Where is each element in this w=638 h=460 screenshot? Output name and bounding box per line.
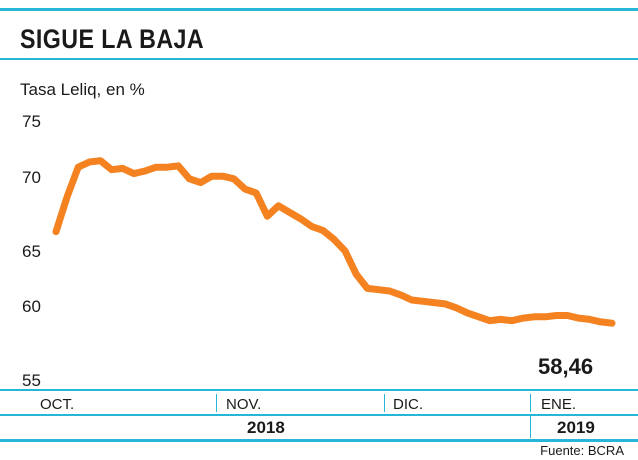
title-divider bbox=[0, 58, 638, 60]
y-tick-label: 55 bbox=[22, 371, 41, 390]
x-month-label: ENE. bbox=[541, 396, 577, 413]
x-month-label: DIC. bbox=[393, 396, 423, 413]
year-rule bbox=[0, 414, 638, 416]
x-month-label: NOV. bbox=[226, 396, 262, 413]
month-separator bbox=[384, 394, 385, 412]
y-tick-label: 70 bbox=[22, 168, 41, 187]
series-line bbox=[52, 157, 616, 327]
month-separator bbox=[216, 394, 217, 412]
last-value-label: 58,46 bbox=[538, 354, 594, 379]
y-tick-label: 60 bbox=[22, 297, 41, 316]
bottom-rule bbox=[0, 439, 638, 442]
chart-subtitle: Tasa Leliq, en % bbox=[20, 80, 145, 99]
month-separator bbox=[530, 394, 531, 412]
chart-title: SIGUE LA BAJA bbox=[20, 24, 205, 54]
year-separator bbox=[530, 416, 531, 438]
y-tick-label: 75 bbox=[22, 112, 41, 131]
y-tick-label: 65 bbox=[22, 242, 41, 261]
top-rule bbox=[0, 8, 638, 11]
x-month-label: OCT. bbox=[40, 396, 75, 413]
x-year-label: 2018 bbox=[247, 418, 285, 437]
x-year-label: 2019 bbox=[557, 418, 595, 437]
x-axis-rule bbox=[0, 389, 638, 391]
source-note: Fuente: BCRA bbox=[540, 443, 624, 458]
